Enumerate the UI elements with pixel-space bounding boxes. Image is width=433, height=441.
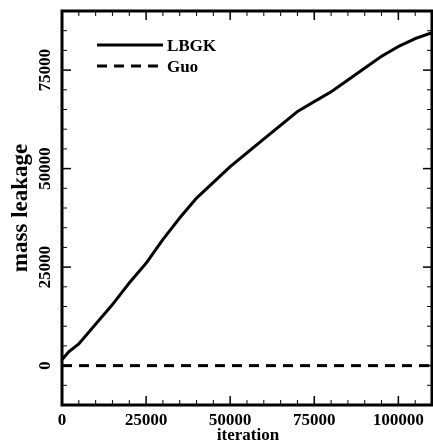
y-tick-label: 75000 bbox=[35, 49, 54, 92]
x-axis-title: iteration bbox=[217, 425, 280, 441]
plot-frame bbox=[60, 9, 433, 407]
x-axis-ticks: 0 25000 50000 75000 100000 bbox=[58, 11, 424, 429]
series-line-lbgk bbox=[60, 31, 433, 361]
plot-lines bbox=[60, 31, 433, 368]
legend: LBGK Guo bbox=[97, 36, 217, 76]
y-tick-label: 25000 bbox=[35, 246, 54, 289]
y-tick-label: 50000 bbox=[35, 147, 54, 190]
y-axis-ticks: 0 25000 50000 75000 bbox=[35, 30, 432, 386]
x-tick-label: 100000 bbox=[373, 410, 424, 429]
y-tick-label: 0 bbox=[35, 361, 54, 370]
legend-label-lbgk: LBGK bbox=[167, 36, 217, 55]
x-tick-label: 0 bbox=[58, 410, 67, 429]
x-tick-label: 75000 bbox=[293, 410, 336, 429]
x-tick-label: 50000 bbox=[209, 410, 252, 429]
x-tick-label: 25000 bbox=[125, 410, 168, 429]
y-axis-title: mass leakage bbox=[7, 144, 32, 272]
legend-label-guo: Guo bbox=[167, 57, 198, 76]
